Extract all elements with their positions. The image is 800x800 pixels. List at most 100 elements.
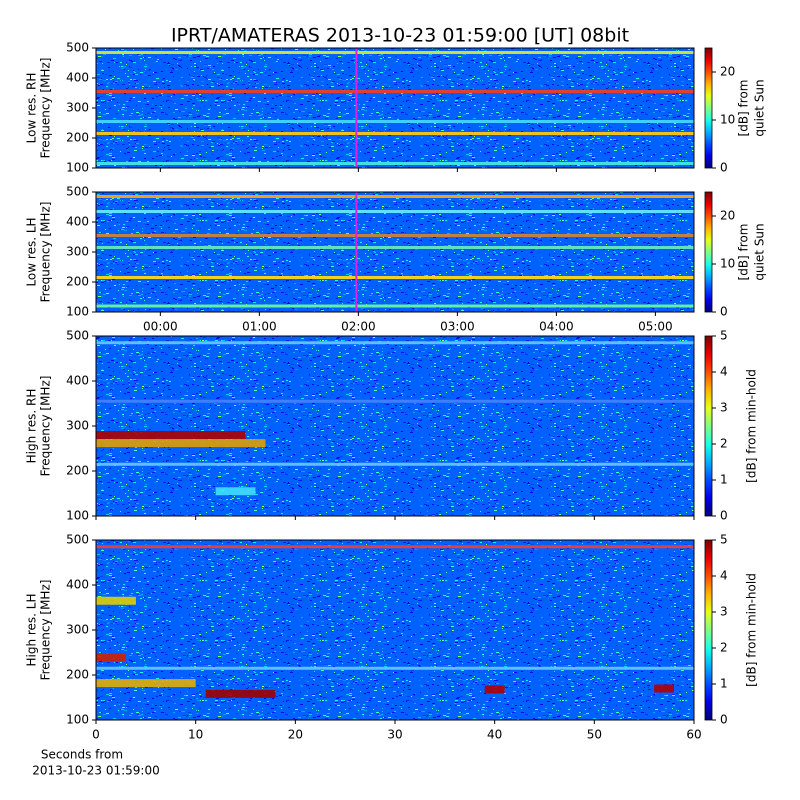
y-tick-label: 200 [66,464,89,478]
y-tick-label: 500 [66,533,89,547]
y-tick-label: 200 [66,131,89,145]
colorbar-tick-label: 0 [720,161,728,175]
colorbar-tick-label: 3 [720,401,728,415]
band [96,276,694,279]
x-tick-label: 60 [686,728,701,742]
colorbar-tick-label: 0 [720,509,728,523]
band [96,210,694,213]
x-tick-label: 40 [487,728,502,742]
y-tick-label: 300 [66,101,89,115]
colorbar-tick-label: 4 [720,569,728,583]
colorbar-tick-label: 5 [720,329,728,343]
colorbar-tick-label: 2 [720,437,728,451]
spectrogram [96,336,694,516]
burst [205,689,276,698]
y-tick-label: 100 [66,305,89,319]
colorbar-tick-label: 0 [720,305,728,319]
spectrogram [96,48,694,168]
x-axis-label: Seconds from [41,748,123,762]
y-tick-label: 500 [66,329,89,343]
x-tick-label: 10 [188,728,203,742]
x-tick-label: 03:00 [440,320,475,334]
y-tick-label: 300 [66,623,89,637]
y-axis-label: Low res. LH [25,217,39,286]
x-tick-label: 20 [288,728,303,742]
y-axis-label: High res. LH [25,593,39,666]
y-axis-label: High res. RH [25,389,39,464]
y-tick-label: 100 [66,713,89,727]
colorbar-tick-label: 10 [720,113,735,127]
colorbar-label: [dB] from [737,224,751,281]
colorbar-tick-label: 4 [720,365,728,379]
x-tick-label: 02:00 [341,320,376,334]
y-tick-label: 400 [66,578,89,592]
band [96,246,694,249]
x-axis-label: 2013-10-23 01:59:00 [32,764,159,778]
y-tick-label: 400 [66,374,89,388]
colorbar-label: quiet Sun [753,223,767,280]
colorbar-tick-label: 1 [720,677,728,691]
colorbar-label: [dB] from min-hold [745,369,759,483]
x-tick-label: 04:00 [539,320,574,334]
y-tick-label: 200 [66,668,89,682]
y-tick-label: 100 [66,161,89,175]
y-tick-label: 400 [66,215,89,229]
y-axis-label: Frequency [MHz] [39,376,53,477]
band [96,132,694,135]
colorbar [704,47,713,169]
x-tick-label: 05:00 [638,320,673,334]
y-axis-label: Low res. RH [25,73,39,144]
colorbar [704,539,713,721]
colorbar-tick-label: 2 [720,641,728,655]
spectrogram [96,540,694,720]
band [96,51,694,54]
burst [96,431,246,439]
colorbar [704,335,713,517]
x-tick-label: 30 [387,728,402,742]
colorbar-tick-label: 20 [720,65,735,79]
burst [484,685,505,694]
band [96,195,694,198]
band [96,120,694,123]
colorbar-tick-label: 0 [720,713,728,727]
y-axis-label: Frequency [MHz] [39,202,53,303]
y-axis-label: Frequency [MHz] [39,580,53,681]
y-tick-label: 400 [66,71,89,85]
colorbar-label: quiet Sun [753,79,767,136]
band [96,234,694,237]
colorbar-tick-label: 20 [720,209,735,223]
burst [96,596,136,605]
burst [96,653,126,661]
y-tick-label: 200 [66,275,89,289]
band [96,462,694,466]
colorbar-tick-label: 1 [720,473,728,487]
figure-title: IPRT/AMATERAS 2013-10-23 01:59:00 [UT] 0… [171,25,629,47]
colorbar-tick-label: 10 [720,257,735,271]
x-tick-label: 00:00 [143,320,178,334]
band [96,545,694,549]
colorbar-tick-label: 3 [720,605,728,619]
band [96,341,694,345]
y-tick-label: 500 [66,185,89,199]
y-tick-label: 500 [66,41,89,55]
y-tick-label: 300 [66,245,89,259]
colorbar-tick-label: 5 [720,533,728,547]
band [96,162,694,165]
x-tick-label: 01:00 [242,320,277,334]
band [96,90,694,93]
y-axis-label: Frequency [MHz] [39,58,53,159]
burst [96,679,196,688]
burst [96,439,266,448]
colorbar-label: [dB] from min-hold [745,573,759,687]
x-tick-label: 0 [92,728,100,742]
band [96,304,694,308]
y-tick-label: 100 [66,509,89,523]
burst [215,487,256,496]
colorbar [704,191,713,313]
x-tick-label: 50 [587,728,602,742]
y-tick-label: 300 [66,419,89,433]
band [96,666,694,670]
burst [654,684,675,693]
band [96,399,694,403]
